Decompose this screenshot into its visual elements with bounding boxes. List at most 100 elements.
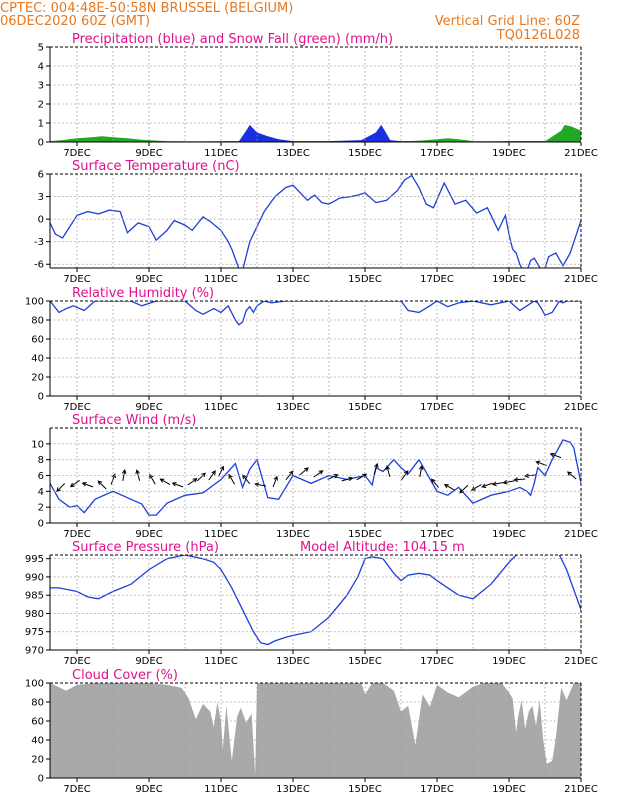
wind-xtick-label: 11DEC: [204, 529, 238, 540]
rh-ytick-label: 60: [31, 335, 44, 346]
cloud-ytick-label: 20: [31, 755, 44, 766]
wind-xtick-label: 13DEC: [276, 529, 310, 540]
run-date-header: 06DEC2020 60Z (GMT): [0, 14, 150, 29]
cloud-xtick-label: 15DEC: [348, 784, 382, 795]
temp-xtick-label: 11DEC: [204, 274, 238, 285]
cloud-xtick-label: 7DEC: [63, 784, 90, 795]
rh-ytick-label: 80: [31, 316, 44, 327]
rh-ytick-label: 0: [38, 392, 44, 403]
wind-vector-arrow: [81, 482, 94, 488]
wind-series-line: [50, 439, 581, 516]
temp-xtick-label: 17DEC: [420, 274, 454, 285]
precip-xtick-label: 13DEC: [276, 148, 310, 159]
wind-vector-arrow: [513, 477, 526, 482]
precip-ytick-label: 2: [38, 100, 44, 111]
precip-xtick-label: 15DEC: [348, 148, 382, 159]
rh-plot-area: [50, 301, 581, 326]
precip-plot-area: [50, 124, 581, 142]
wind-vector-arrow: [567, 471, 577, 480]
rh-xtick-label: 15DEC: [348, 402, 382, 413]
wind-vector-arrow: [97, 480, 107, 490]
cloud-panel: 0 20 40 60 80 100 7DEC 9DEC 11DEC 13DEC 15DEC 17DEC…: [25, 668, 598, 795]
temp-xtick-label: 9DEC: [135, 274, 162, 285]
wind-plot-area: [50, 439, 581, 516]
pressure-series-line: [50, 555, 581, 646]
precip-xtick-label: 11DEC: [204, 148, 238, 159]
wind-ytick-label: 0: [38, 519, 44, 530]
temp-xtick-label: 19DEC: [492, 274, 526, 285]
temp-ytick-label: -3: [34, 237, 44, 248]
temp-xtick-label: 15DEC: [348, 274, 382, 285]
pressure-xtick-label: 19DEC: [492, 656, 526, 667]
rh-ytick-label: 20: [31, 373, 44, 384]
rh-ytick-label: 100: [25, 297, 44, 308]
precip-xtick-label: 17DEC: [420, 148, 454, 159]
cloud-cover-area: [50, 683, 581, 778]
wind-vector-arrow: [299, 467, 309, 476]
precip-title: Precipitation (blue) and Snow Fall (gree…: [72, 32, 393, 47]
rh-xtick-label: 7DEC: [63, 402, 90, 413]
cloud-ytick-label: 60: [31, 717, 44, 728]
station-header: CPTEC: 004:48E-50:58N BRUSSEL (BELGIUM): [0, 1, 293, 16]
wind-vector-arrow: [459, 484, 469, 494]
pressure-ytick-label: 970: [25, 646, 44, 657]
temp-plot-area: [50, 174, 581, 268]
wind-vector-arrow: [272, 475, 278, 488]
precip-ytick-label: 5: [38, 43, 44, 54]
wind-xtick-label: 19DEC: [492, 529, 526, 540]
chart-panels: 0 1 2 3 4 5 7DEC 9DEC 11DEC 13DEC 15DEC 17DEC 19DEC 2…: [25, 32, 598, 795]
wind-vector-arrow: [187, 478, 198, 486]
cloud-xtick-label: 21DEC: [564, 784, 598, 795]
wind-vector-arrow: [313, 470, 324, 478]
precip-snow-area: [50, 124, 581, 142]
wind-xtick-label: 17DEC: [420, 529, 454, 540]
cloud-ytick-label: 40: [31, 736, 44, 747]
cloud-ytick-label: 80: [31, 698, 44, 709]
cloud-xtick-label: 9DEC: [135, 784, 162, 795]
wind-vector-arrow: [171, 482, 184, 488]
wind-vector-arrow: [418, 465, 424, 478]
precip-ytick-label: 1: [38, 119, 44, 130]
rh-xtick-label: 13DEC: [276, 402, 310, 413]
pressure-xtick-label: 15DEC: [348, 656, 382, 667]
precip-ytick-label: 4: [38, 62, 44, 73]
pressure-xtick-label: 9DEC: [135, 656, 162, 667]
wind-vector-arrow: [228, 473, 236, 485]
precip-xtick-label: 21DEC: [564, 148, 598, 159]
wind-vector-arrow: [502, 479, 515, 485]
wind-vector-arrow: [385, 465, 391, 478]
pressure-xtick-label: 7DEC: [63, 656, 90, 667]
wind-title: Surface Wind (m/s): [72, 413, 196, 428]
pressure-ytick-label: 975: [25, 627, 44, 638]
precip-xtick-label: 9DEC: [135, 148, 162, 159]
cloud-ytick-label: 100: [25, 679, 44, 690]
wind-vector-arrow: [208, 470, 216, 481]
wind-ytick-label: 6: [38, 471, 44, 482]
wind-ytick-label: 4: [38, 487, 44, 498]
cloud-xtick-label: 13DEC: [276, 784, 310, 795]
cloud-title: Cloud Cover (%): [72, 668, 178, 683]
temp-ytick-label: -6: [34, 260, 44, 271]
cloud-xtick-label: 19DEC: [492, 784, 526, 795]
wind-vector-arrow: [400, 470, 409, 481]
wind-vector-arrow: [196, 472, 206, 482]
wind-panel: 0 2 4 6 8 10 7DEC 9DEC 11DEC 13DEC 15DEC 17DEC 19DEC…: [31, 413, 598, 540]
wind-vector-arrow: [69, 479, 80, 488]
wind-vector-arrow: [431, 478, 440, 488]
pressure-ytick-label: 985: [25, 591, 44, 602]
wind-vector-arrow: [56, 483, 66, 493]
pressure-panel: 970 975 980 985 990 995 7DEC 9DEC 11DEC 13DEC 15DE…: [25, 540, 598, 667]
cloud-xtick-label: 17DEC: [420, 784, 454, 795]
precip-ytick-label: 3: [38, 81, 44, 92]
wind-xtick-label: 21DEC: [564, 529, 598, 540]
pressure-ytick-label: 990: [25, 572, 44, 583]
wind-ytick-label: 2: [38, 503, 44, 514]
wind-vector-arrow: [149, 473, 156, 485]
precip-xtick-label: 7DEC: [63, 148, 90, 159]
rh-xtick-label: 9DEC: [135, 402, 162, 413]
wind-vector-arrow: [373, 462, 379, 475]
temp-ytick-label: 0: [38, 215, 44, 226]
pressure-annotation: Model Altitude: 104.15 m: [300, 540, 465, 555]
wind-vector-arrow: [327, 474, 339, 480]
